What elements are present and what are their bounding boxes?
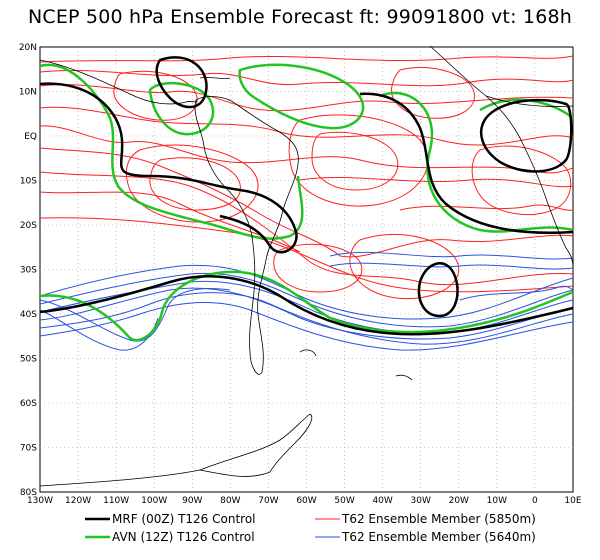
red-contour xyxy=(399,204,574,211)
red-contour xyxy=(149,157,241,211)
blue-contour xyxy=(39,292,574,345)
lon-label: 110W xyxy=(103,496,129,506)
red-contour xyxy=(39,55,574,63)
lat-label: 80S xyxy=(20,488,37,498)
lon-label: 20W xyxy=(449,496,469,506)
red-contour xyxy=(299,176,574,188)
latitude-labels: 20N 10N EQ 10S 20S 30S 40S 50S 60S 70S 80S xyxy=(19,43,37,498)
lon-label: 50W xyxy=(334,496,354,506)
green-contour xyxy=(148,82,215,136)
green-contour xyxy=(39,270,574,342)
lat-label: 20N xyxy=(19,43,37,53)
lat-label: 70S xyxy=(20,444,37,454)
coast-south-america xyxy=(194,96,299,375)
coast-africa xyxy=(429,45,574,269)
blue-contour xyxy=(39,301,574,351)
lon-label: 30W xyxy=(411,496,431,506)
black-contour xyxy=(417,262,459,318)
black-contour xyxy=(359,92,574,234)
green-contour xyxy=(39,63,304,240)
lon-label: 130W xyxy=(27,496,53,506)
red-contour xyxy=(125,144,259,223)
coast-antarctica-ice xyxy=(39,469,201,487)
coast-africa-guinea xyxy=(485,95,574,107)
lat-label: 10S xyxy=(20,177,37,187)
black-contour xyxy=(480,98,573,173)
green-contour xyxy=(238,63,365,130)
lon-label: 0 xyxy=(532,496,538,506)
red-contour xyxy=(113,70,198,121)
lat-label: 60S xyxy=(20,399,37,409)
red-contour xyxy=(39,70,574,87)
coastlines xyxy=(39,45,574,487)
lon-label: 90W xyxy=(182,496,202,506)
blue-contour xyxy=(329,251,574,260)
coast-central-america xyxy=(39,59,197,105)
red-contour xyxy=(39,171,574,286)
red-contour xyxy=(39,147,574,258)
lat-label: 50S xyxy=(20,355,37,365)
lon-label: 70W xyxy=(258,496,278,506)
lon-label: 120W xyxy=(65,496,91,506)
lat-label: 30S xyxy=(20,266,37,276)
red-contour xyxy=(311,131,399,191)
plot-frame xyxy=(39,46,574,493)
blue-contour xyxy=(459,285,574,301)
red-contour xyxy=(471,145,572,216)
lon-label: 40W xyxy=(372,496,392,506)
lat-label: 10N xyxy=(19,88,37,98)
black-contour xyxy=(39,82,298,254)
coast-south-georgia xyxy=(395,374,413,381)
lon-label: 80W xyxy=(220,496,240,506)
red-contour xyxy=(273,243,363,293)
lon-label: 10W xyxy=(487,496,507,506)
blue-contour xyxy=(39,287,574,340)
legend-label-5640m: T62 Ensemble Member (5640m) xyxy=(341,530,536,544)
red-contour xyxy=(349,233,460,300)
lon-label: 100W xyxy=(141,496,167,506)
lon-label: 60W xyxy=(296,496,316,506)
longitude-labels: 130W 120W 110W 100W 90W 80W 70W 60W 50W 40W 30W 20W… xyxy=(27,496,582,506)
legend-label-mrf: MRF (00Z) T126 Control xyxy=(112,512,256,526)
lat-label: EQ xyxy=(24,132,37,142)
coast-falklands xyxy=(299,349,317,357)
legend-label-5850m: T62 Ensemble Member (5850m) xyxy=(341,512,536,526)
green-contour xyxy=(379,91,574,233)
lat-label: 20S xyxy=(20,221,37,231)
black-contour xyxy=(39,275,574,336)
legend-label-avn: AVN (12Z) T126 Control xyxy=(112,530,255,544)
legend: MRF (00Z) T126 Control AVN (12Z) T126 Co… xyxy=(85,512,536,544)
ensemble-5640m-contours xyxy=(39,251,574,351)
red-contour xyxy=(39,217,574,293)
red-contour xyxy=(288,114,429,207)
blue-contour xyxy=(329,262,574,270)
map-title: NCEP 500 hPa Ensemble Forecast ft: 99091… xyxy=(27,6,573,28)
red-contour xyxy=(390,66,475,119)
red-contour xyxy=(39,84,574,112)
coast-antarctica xyxy=(198,413,313,477)
coast-caribbean xyxy=(199,77,231,79)
black-contour xyxy=(155,56,208,109)
avn-control-contours xyxy=(39,63,574,342)
lon-label: 10E xyxy=(564,496,581,506)
lat-label: 40S xyxy=(20,310,37,320)
mrf-control-contours xyxy=(39,56,574,336)
